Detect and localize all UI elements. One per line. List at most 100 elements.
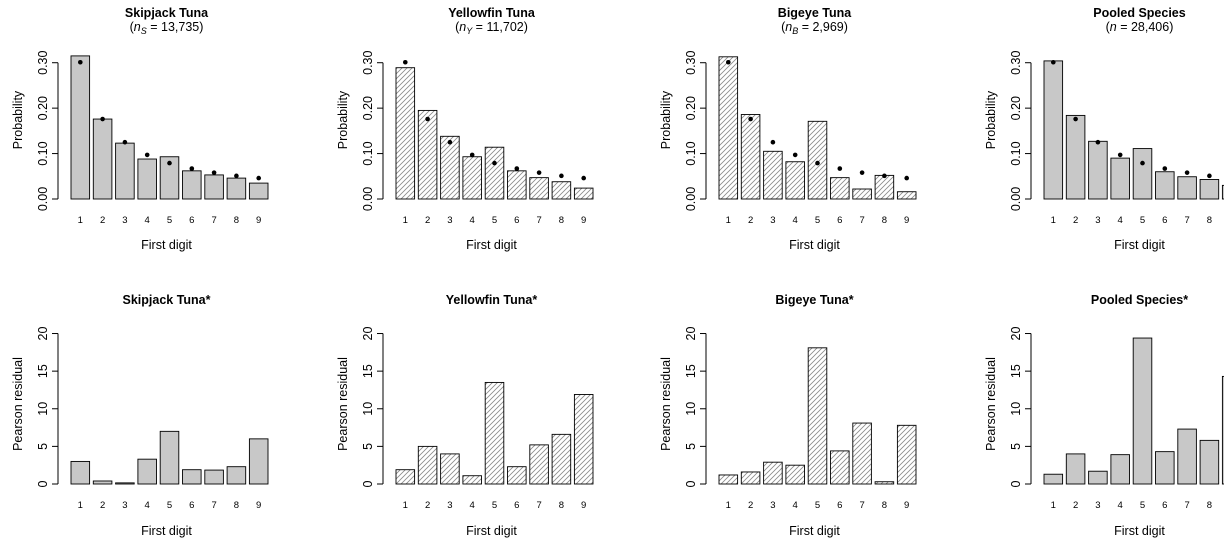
bar-digit-1 [395,67,416,200]
bar-digit-7 [204,174,224,200]
x-tick-label: 2 [425,215,430,226]
bar-digit-4 [785,161,805,200]
bar-digit-8 [1199,439,1220,485]
bar-digit-8 [874,481,895,485]
bar-digit-2 [417,109,438,200]
y-axis-label: Pearson residual [659,357,673,451]
benford-point-6 [189,166,195,171]
panel-title: Yellowfin Tuna [448,6,536,20]
bar-digit-7 [1177,176,1197,200]
y-tick-label: 0 [1009,480,1023,487]
bar-digit-2 [1065,114,1086,200]
x-tick-label: 9 [581,500,586,511]
y-tick-label: 0.20 [361,96,375,120]
benford-point-3 [122,139,128,145]
panel-7: Bigeye Tuna* 0 5 10 15 20 Pearson residual 1 2 3 4… [659,293,917,538]
benford-point-1 [1051,59,1056,65]
y-axis-label: Probability [659,90,673,149]
bar-digit-6 [1155,171,1175,200]
x-tick-label: 1 [78,215,83,226]
panel-4: Pooled Species(n = 28,406) 0.00 0.10 0.20 0.… [984,6,1224,252]
bar-digit-5 [159,156,180,200]
y-tick-label: 0.00 [1009,187,1023,211]
x-axis-label: First digit [141,238,192,252]
bar-digit-8 [226,466,247,485]
subtitle-n-symbol: n [459,20,466,34]
x-tick-label: 6 [189,500,194,511]
bar-digit-4 [137,458,157,485]
x-tick-label: 8 [1207,500,1212,511]
bar-digit-7 [1177,428,1197,485]
subtitle-open-paren: ( [455,20,460,34]
benford-point-7 [536,170,542,175]
panel-subtitle: (nS = 13,735) [130,20,204,36]
x-tick-label: 1 [1051,500,1056,511]
bar-digit-8 [551,181,572,200]
panel-subtitle: (nY = 11,702) [455,20,528,36]
bar-digit-9 [573,187,594,200]
subtitle-count: = 2,969) [798,20,848,34]
bar-digit-2 [1065,453,1086,485]
x-axis-label: First digit [466,238,517,252]
bar-digit-8 [226,177,247,200]
benford-point-9 [581,175,586,181]
panel-subtitle: (nB = 2,969) [781,20,848,36]
bar-digit-5 [1132,337,1153,485]
benford-point-3 [447,139,453,145]
bar-digit-1 [1043,60,1064,200]
bar-digit-5 [484,146,505,200]
benford-point-7 [859,170,865,175]
bar-digit-9 [573,394,594,485]
x-tick-label: 1 [403,215,408,226]
benford-point-1 [726,59,731,65]
subtitle-n-symbol: n [1110,20,1117,34]
panel-subtitle: (n = 28,406) [1106,20,1174,34]
bar-digit-2 [92,118,113,200]
x-tick-label: 8 [882,215,887,226]
x-tick-label: 3 [1095,500,1100,511]
x-tick-label: 5 [1140,500,1145,511]
x-tick-label: 8 [1207,215,1212,226]
x-tick-label: 8 [882,500,887,511]
y-tick-label: 5 [361,443,375,450]
bar-digit-6 [507,170,527,200]
x-tick-label: 3 [447,215,452,226]
bar-digit-7 [852,188,872,200]
bar-digit-4 [462,475,482,485]
x-tick-label: 2 [1073,215,1078,226]
bar-digit-1 [70,55,91,200]
benford-point-8 [234,173,239,179]
x-tick-label: 9 [904,215,909,226]
y-tick-label: 0.00 [684,187,698,211]
x-tick-label: 4 [793,215,798,226]
y-tick-label: 15 [36,364,50,378]
bar-digit-2 [740,471,761,485]
x-tick-label: 7 [859,500,864,511]
benford-point-4 [1117,152,1123,158]
x-tick-label: 9 [581,215,586,226]
bar-digit-1 [718,474,739,485]
y-tick-label: 20 [36,327,50,341]
x-tick-label: 7 [859,215,864,226]
y-tick-label: 5 [684,443,698,450]
y-tick-label: 0.30 [1009,51,1023,75]
x-axis-label: First digit [1114,524,1165,538]
y-tick-label: 0.30 [684,51,698,75]
x-axis-label: First digit [1114,238,1165,252]
y-tick-label: 0.30 [36,51,50,75]
x-tick-label: 8 [234,500,239,511]
panel-title: Skipjack Tuna [125,6,209,20]
x-tick-label: 2 [425,500,430,511]
x-axis-label: First digit [789,524,840,538]
bar-digit-4 [1110,157,1130,200]
bar-digit-7 [529,177,549,200]
subtitle-open-paren: ( [781,20,786,34]
subtitle-open-paren: ( [1106,20,1111,34]
bar-digit-9 [1221,375,1224,485]
benford-point-4 [144,152,150,158]
y-tick-label: 20 [361,327,375,341]
y-tick-label: 0.00 [361,187,375,211]
bar-digit-3 [763,150,783,200]
x-tick-label: 2 [1073,500,1078,511]
benford-point-5 [1140,160,1145,166]
